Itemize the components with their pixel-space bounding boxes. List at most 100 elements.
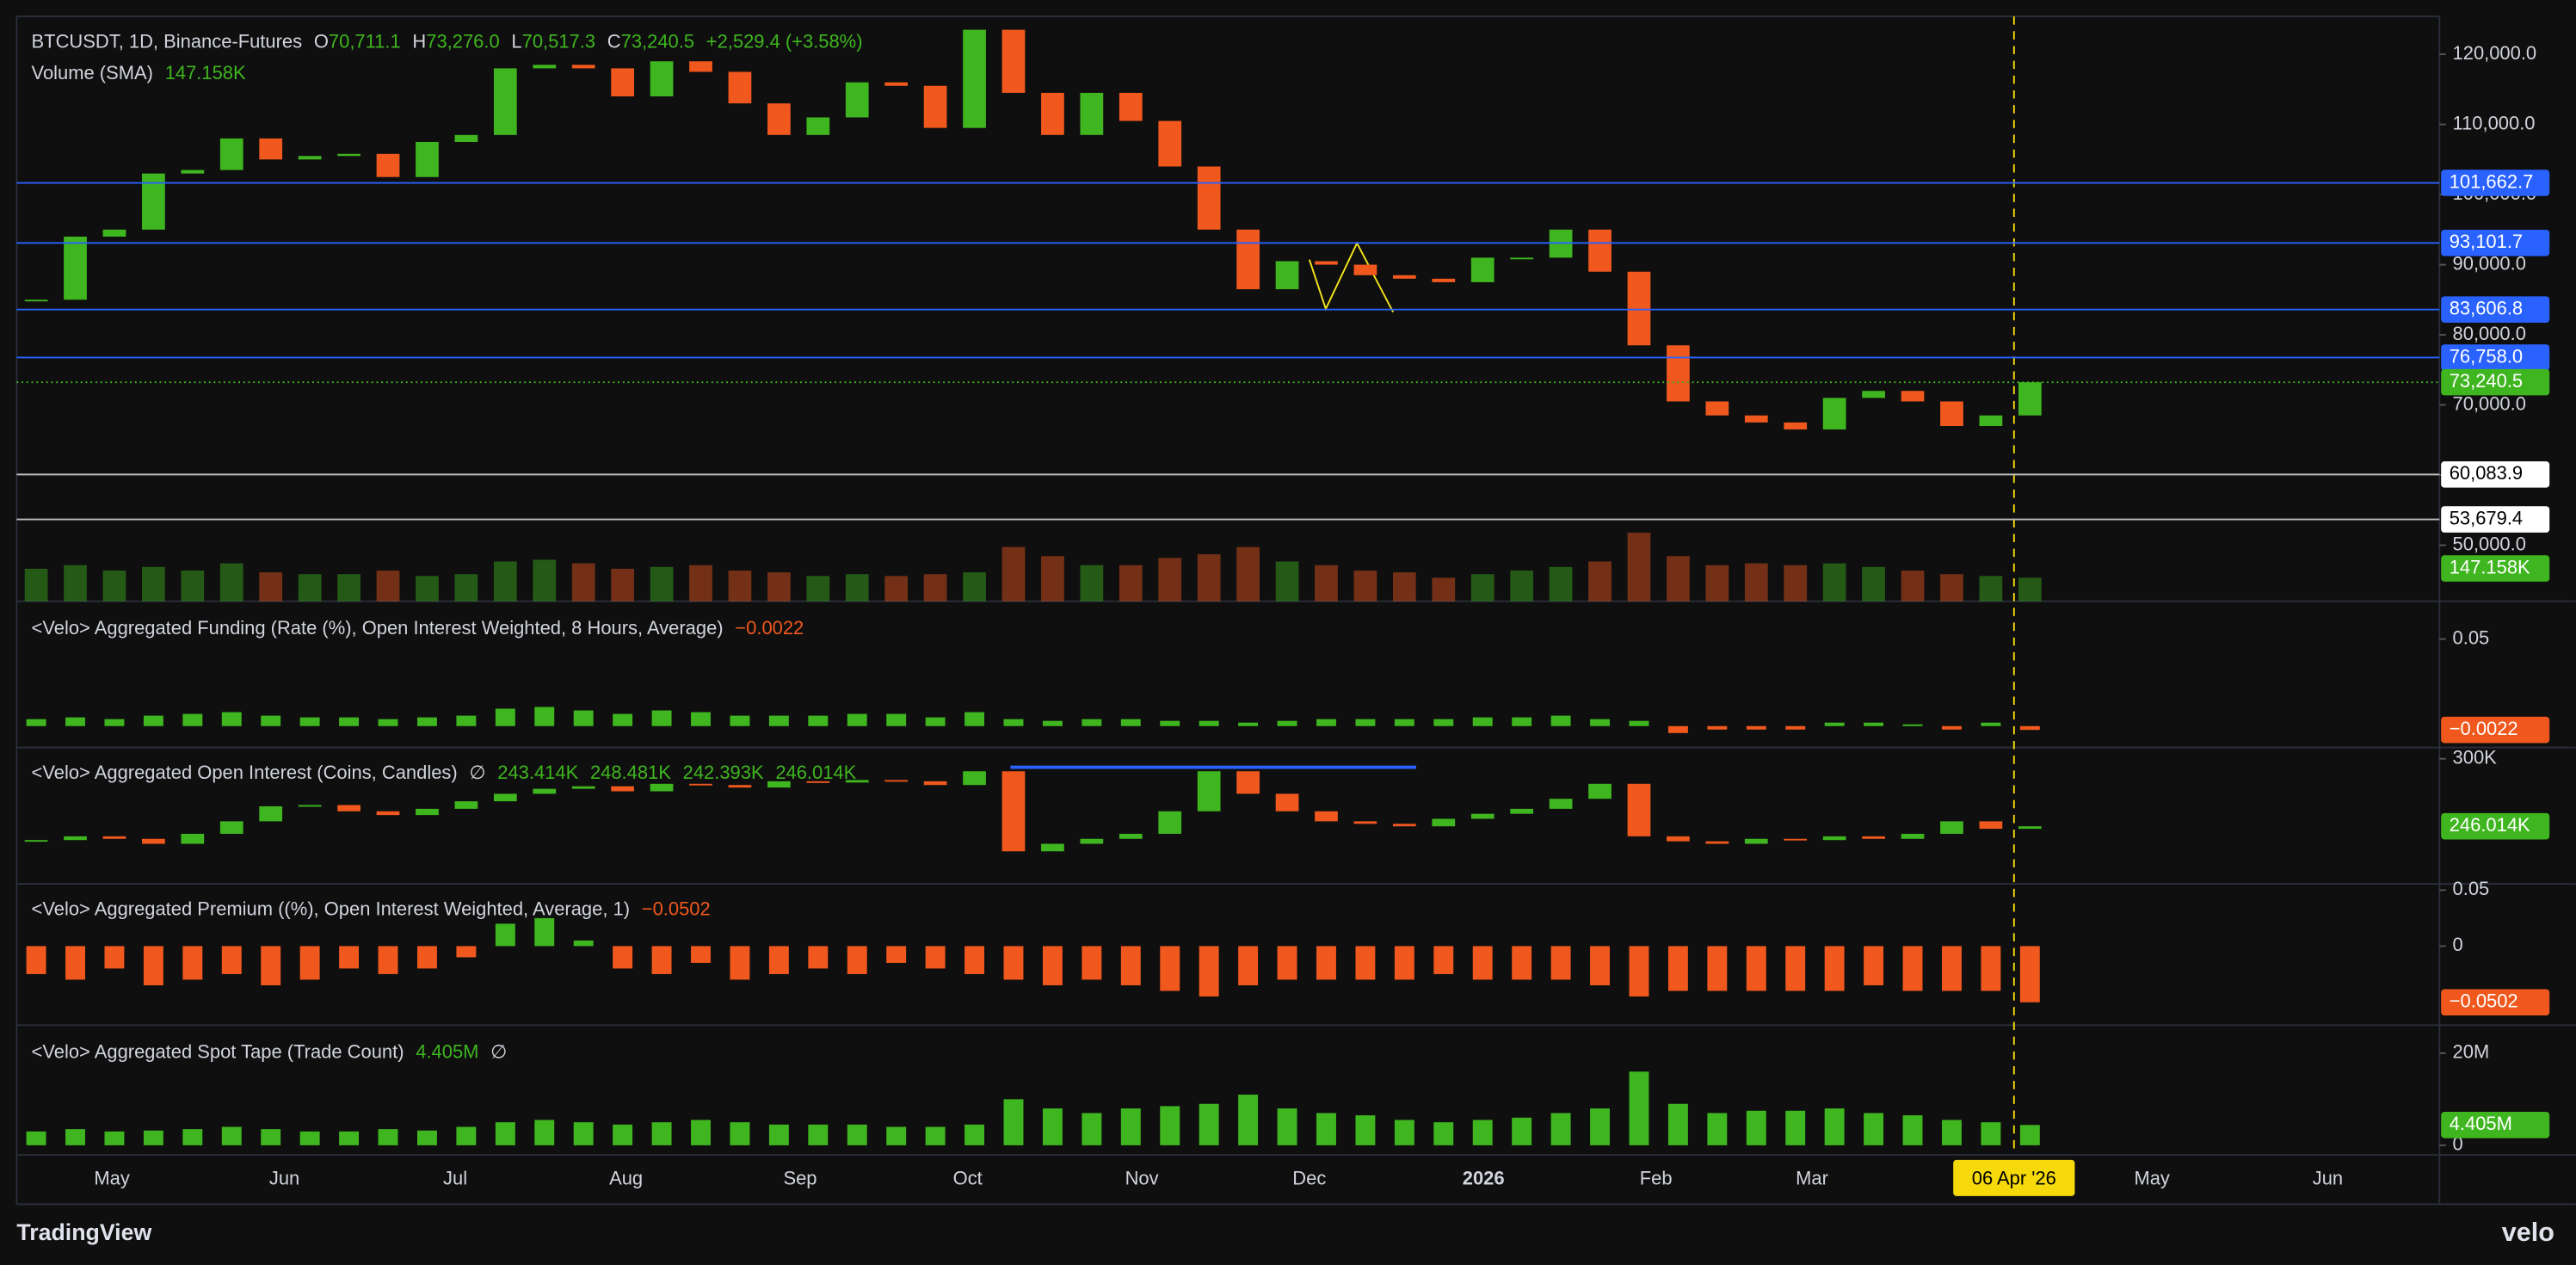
bar (1199, 720, 1219, 726)
oi-low: 242.393K (683, 762, 764, 783)
bar (1394, 946, 1414, 980)
bar (1433, 1122, 1454, 1145)
volume-bar (1119, 565, 1143, 602)
volume-bar (1940, 574, 1963, 602)
volume-bar (1041, 556, 1064, 602)
candle (1901, 833, 1925, 839)
bar (378, 946, 398, 974)
time-label: Aug (609, 1168, 643, 1189)
oi-high: 248.481K (590, 762, 671, 783)
time-label: Nov (1125, 1168, 1159, 1189)
y-tick-label: 0 (2453, 934, 2463, 955)
volume-bar (767, 572, 791, 602)
level-label: 83,606.8 (2450, 297, 2523, 318)
volume-bar (1667, 556, 1690, 602)
candle (1744, 415, 1768, 423)
oi-legend: <Velo> Aggregated Open Interest (Coins, … (32, 762, 857, 783)
candle (1392, 824, 1416, 827)
volume-sma: 147.158K (165, 62, 246, 83)
bar (613, 1124, 633, 1145)
bar (1512, 1117, 1532, 1145)
candle (1705, 841, 1729, 844)
candle (1080, 838, 1104, 844)
volume-bar (806, 576, 830, 602)
volume-bar (493, 561, 517, 602)
bar (1667, 946, 1688, 991)
candle (1940, 401, 1963, 426)
volume-title: Volume (SMA) (32, 62, 153, 83)
volume-bar (571, 563, 595, 602)
candle (454, 801, 478, 809)
candle (1197, 166, 1221, 230)
volume-bar (1549, 566, 1573, 602)
y-tick-label: 0.05 (2453, 878, 2490, 899)
crosshair-badge (1953, 1159, 2075, 1196)
bar (416, 717, 437, 726)
last-badge (2441, 989, 2550, 1016)
candle (1353, 821, 1377, 824)
candle (493, 68, 517, 135)
velo-logo[interactable]: velo (2502, 1218, 2554, 1247)
candle (1001, 29, 1026, 93)
y-tick-label: 300K (2453, 747, 2498, 768)
bar (339, 946, 360, 969)
candle (454, 134, 478, 142)
time-label: Feb (1640, 1168, 1673, 1189)
bar (808, 715, 829, 726)
bar (1707, 725, 1728, 730)
volume-bar (219, 563, 243, 602)
bar (651, 1122, 672, 1145)
bar (1199, 1103, 1219, 1145)
candle (1979, 821, 2003, 830)
bar (730, 946, 750, 980)
oi-title: <Velo> Aggregated Open Interest (Coins, … (32, 762, 458, 783)
time-label: Jun (269, 1168, 299, 1189)
candle (923, 85, 947, 128)
spot-title: <Velo> Aggregated Spot Tape (Trade Count… (32, 1041, 404, 1063)
bar (1277, 720, 1297, 726)
bar (1746, 725, 1766, 730)
bar (299, 1131, 320, 1145)
bar (1316, 946, 1336, 980)
bar (1864, 946, 1884, 985)
candle (1588, 783, 1612, 799)
candle (493, 793, 517, 802)
bar (1785, 725, 1806, 730)
bar (1902, 724, 1923, 726)
bar (1550, 1113, 1571, 1145)
candle (181, 833, 205, 844)
bar (1550, 715, 1571, 726)
bar (456, 1126, 477, 1145)
bar (1981, 1122, 2001, 1145)
bar (613, 946, 633, 969)
candle (1862, 391, 1885, 398)
bar (1902, 946, 1923, 991)
candle (845, 780, 869, 783)
y-tick-label: 20M (2453, 1041, 2490, 1063)
time-label: Oct (953, 1168, 983, 1189)
bar (221, 712, 242, 726)
bar (1785, 946, 1806, 991)
level-badge (2441, 296, 2550, 323)
volume-bar (1901, 571, 1925, 602)
brand-logo[interactable]: TradingView (16, 1219, 151, 1245)
volume-bar (1392, 572, 1416, 602)
bar (1160, 946, 1180, 991)
bar (1355, 719, 1376, 726)
bar (573, 1122, 594, 1145)
funding-legend: <Velo> Aggregated Funding (Rate (%), Ope… (32, 617, 804, 639)
y-tick-label: 110,000.0 (2453, 112, 2536, 133)
bar (1238, 722, 1259, 726)
time-label: 2026 (1463, 1168, 1505, 1189)
bar (2019, 725, 2040, 731)
volume-bar (337, 574, 361, 602)
candle (1275, 261, 1299, 290)
bar (1082, 719, 1102, 726)
bar (378, 719, 398, 726)
bar (1512, 946, 1532, 980)
candle (689, 783, 712, 786)
candle (1001, 771, 1026, 852)
bar (1472, 946, 1493, 980)
